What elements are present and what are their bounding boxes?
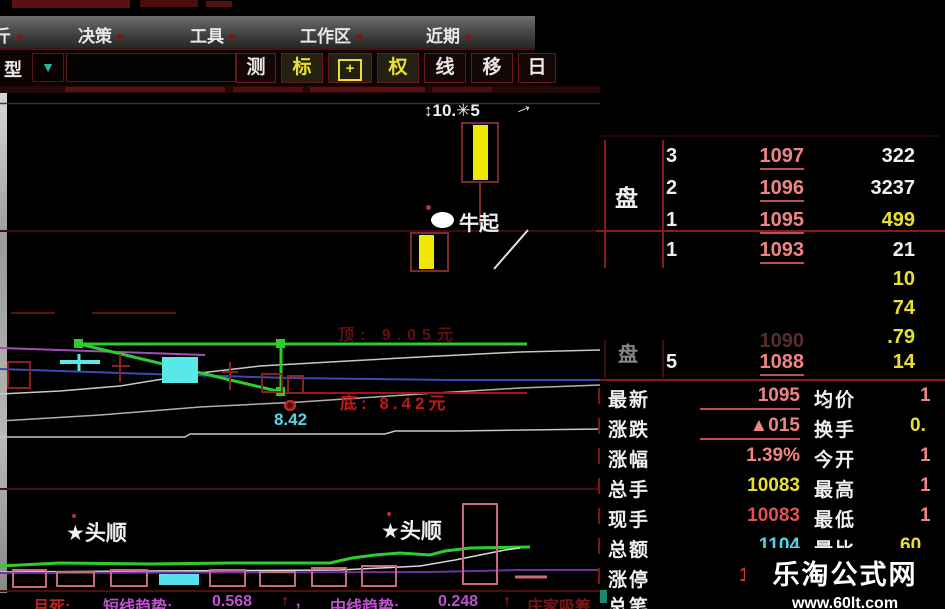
updown-arrow-icon: ↕ — [424, 101, 433, 120]
volume: 14 — [892, 351, 915, 373]
price-value: 1088 — [759, 351, 804, 376]
trend-arrow-icon: → — [509, 93, 537, 121]
chevron-down-icon: ▼ — [41, 59, 55, 75]
cyan-artifact — [600, 590, 607, 603]
status-prefix: 月死: — [33, 599, 71, 609]
type-combo-field[interactable] — [66, 53, 236, 82]
red-dot — [426, 205, 431, 210]
bottom-price-value: 8.42 — [274, 410, 308, 429]
up-arrow-icon: ↑ — [281, 593, 289, 609]
combo-label: 型 — [4, 60, 22, 80]
move-button[interactable]: 移 — [471, 53, 513, 83]
watermark-title: 乐淘公式网 — [772, 560, 918, 590]
rights-button[interactable]: 权 — [377, 53, 419, 83]
volume: 3237 — [870, 177, 916, 199]
chevron-down-icon: ▼ — [226, 30, 239, 45]
price-value: 1096 — [759, 177, 804, 202]
top-line-label: 顶: 9.05元 — [338, 327, 459, 344]
menu-label: 近期 — [426, 27, 460, 46]
order-book-panel: 盘 3 1097 322 2 1096 3237 1 1095 499 1 10… — [600, 133, 945, 380]
star-icon: ✳ — [456, 101, 471, 120]
menu-label: 工作区 — [300, 27, 351, 46]
partial-button[interactable]: 日 — [518, 53, 556, 83]
chevron-down-icon: ▼ — [114, 30, 127, 45]
price-annotation: ↕10.✳5 — [424, 101, 480, 120]
bull-marker-label: 牛起 — [459, 213, 499, 235]
menu-item-recent[interactable]: 近期 ▼ — [426, 22, 475, 47]
volume: 322 — [881, 145, 915, 167]
mid-trend-label: 中线趋势: — [330, 593, 399, 609]
pan-label-faded: 盘 — [618, 344, 638, 366]
volume: 21 — [892, 239, 915, 261]
chevron-down-icon: ▼ — [462, 30, 475, 45]
watermark: 乐淘公式网 www.60lt.com — [745, 548, 945, 609]
volume: 499 — [881, 209, 915, 231]
tab-strip — [0, 86, 600, 93]
center-crosshair-button[interactable]: + — [328, 53, 372, 83]
count: 1 — [666, 209, 678, 231]
star-marker-2: ★头顺 — [381, 520, 442, 543]
menu-item-decision[interactable]: 决策 ▼ — [78, 22, 127, 47]
menu-item-tools[interactable]: 工具 ▼ — [190, 22, 239, 47]
price: 1096 — [726, 177, 804, 202]
count: 5 — [666, 351, 678, 373]
count: 2 — [666, 177, 678, 199]
pan-label: 盘 — [615, 185, 638, 211]
short-trend-value: 0.568 — [212, 593, 253, 609]
price-value: 1095 — [759, 209, 804, 234]
quote-panel: 最新 1095 均价 1 涨跌 ▲015 换手 0. 涨幅 1.39% 今开 1… — [600, 380, 945, 609]
count: 3 — [666, 145, 678, 167]
titlebar-remnant — [0, 0, 945, 16]
measure-button[interactable]: 测 — [236, 53, 276, 83]
count: 1 — [666, 239, 678, 261]
window-border-left — [0, 93, 7, 593]
menu-item-workspace[interactable]: 工作区 ▼ — [300, 22, 366, 47]
price-faded: 1090 — [759, 330, 805, 352]
crosshair-icon: + — [338, 59, 362, 81]
price-value: 1093 — [759, 239, 804, 264]
price: 1093 — [726, 239, 804, 264]
flower-marker-icon — [284, 400, 296, 411]
watermark-url: www.60lt.com — [791, 595, 899, 609]
menu-item-analysis[interactable]: 斤 ▼ — [0, 22, 26, 47]
short-trend-label: 短线趋势: — [103, 593, 172, 609]
menu-bar: 斤 ▼ 决策 ▼ 工具 ▼ 工作区 ▼ 近期 ▼ — [0, 16, 535, 50]
toolbar: 型 ▼ 测 标 + 权 线 移 日 — [0, 50, 556, 86]
star-marker-1: ★头顺 — [66, 522, 127, 545]
price: 1088 — [726, 351, 804, 376]
type-dropdown-button[interactable]: ▼ — [32, 53, 64, 82]
red-dot — [72, 514, 76, 518]
bull-circle-icon — [431, 212, 454, 228]
bottom-line-label: 底: 8.42元 — [340, 394, 450, 413]
red-dot — [387, 512, 391, 516]
price: 1095 — [726, 209, 804, 234]
price-value: 1097 — [759, 145, 804, 170]
volume: 10 — [892, 268, 915, 290]
status-sep: , — [296, 593, 301, 609]
up-arrow-icon: ↑ — [503, 593, 511, 609]
menu-label: 斤 — [0, 27, 11, 46]
volume: .79 — [887, 326, 915, 348]
mid-trend-value: 0.248 — [438, 593, 479, 609]
line-button[interactable]: 线 — [424, 53, 466, 83]
mark-button[interactable]: 标 — [281, 53, 323, 83]
menu-label: 工具 — [190, 27, 224, 46]
chevron-down-icon: ▼ — [353, 30, 366, 45]
chevron-down-icon: ▼ — [13, 30, 26, 45]
menu-label: 决策 — [78, 27, 112, 46]
volume: 74 — [892, 297, 915, 319]
chart-area: ↕10.✳5 → 牛起 顶: 9.05元 底: 8.42元 8.42 ★头顺 ★… — [0, 93, 600, 609]
price: 1097 — [726, 145, 804, 170]
status-tail: 庄家吸筹 — [527, 599, 592, 609]
